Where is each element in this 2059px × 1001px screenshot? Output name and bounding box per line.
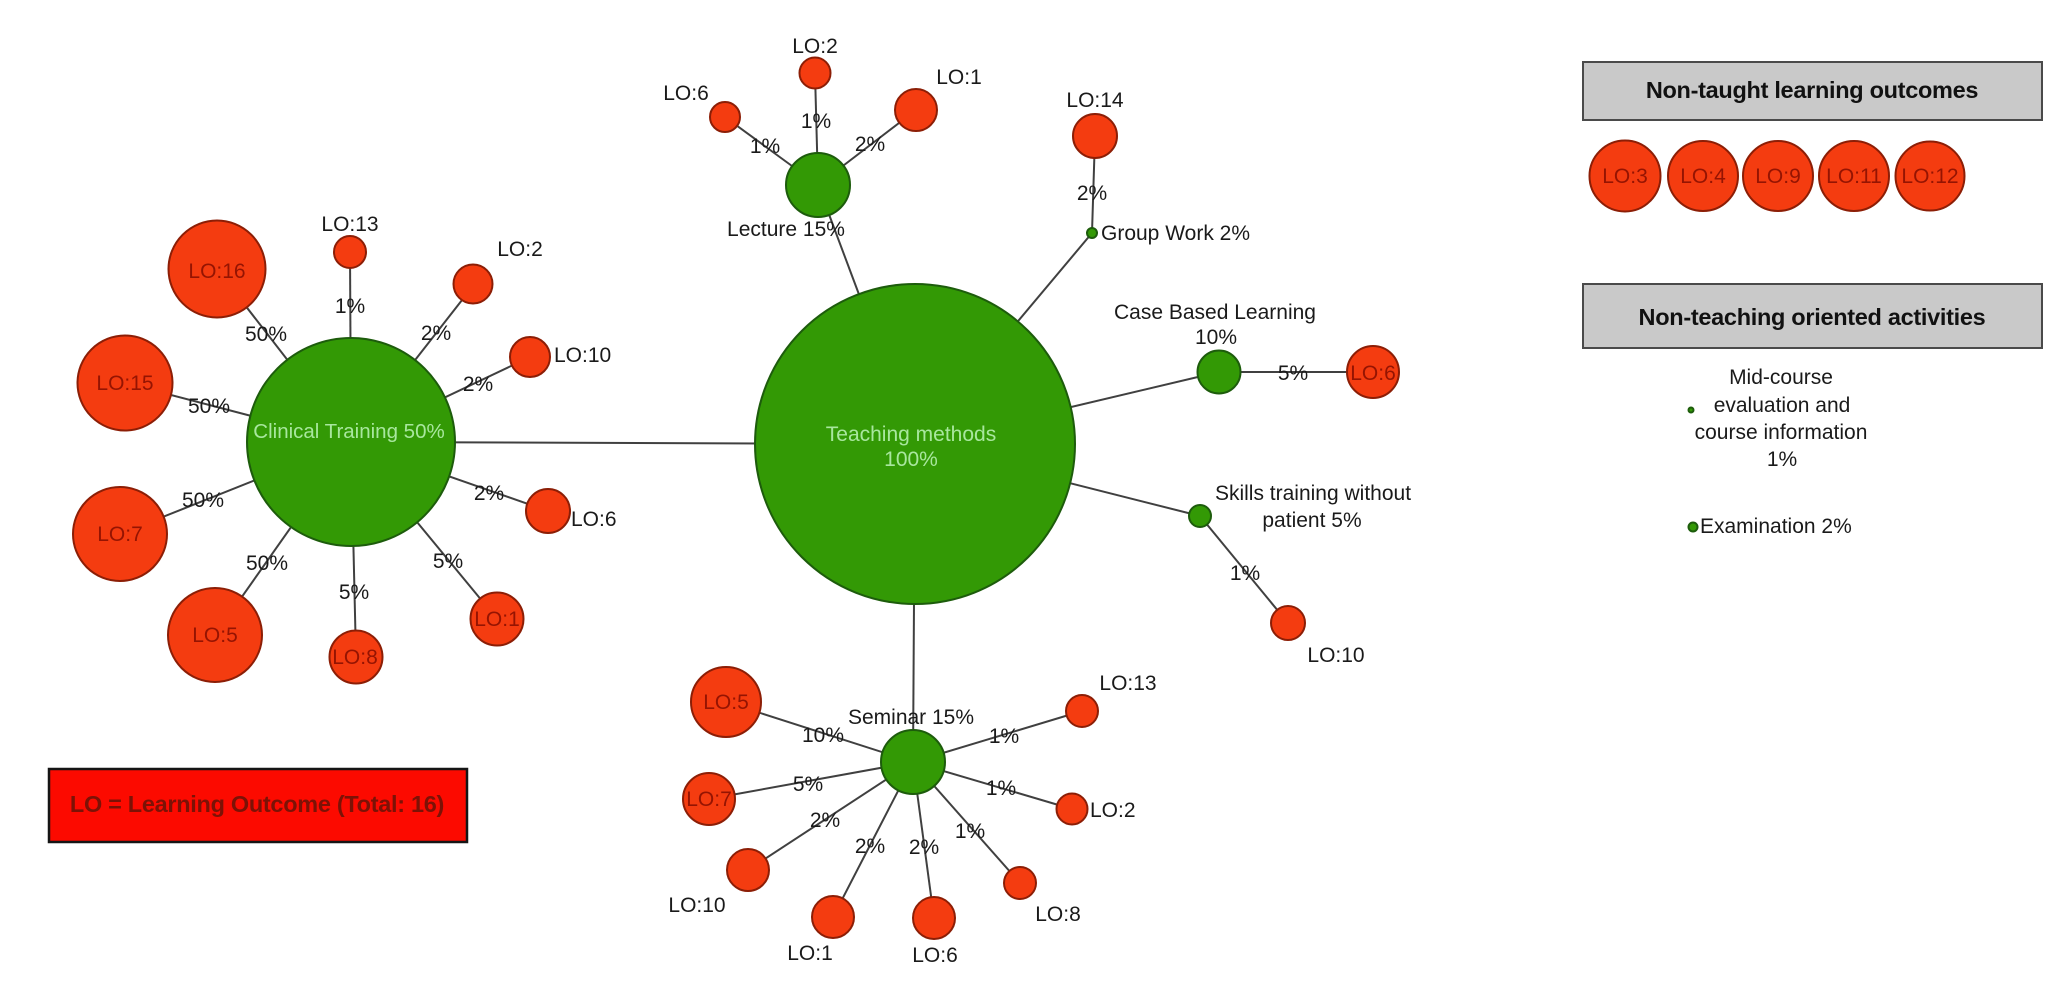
svg-text:Non-teaching oriented activiti: Non-teaching oriented activities xyxy=(1639,304,1986,330)
svg-text:LO:8: LO:8 xyxy=(332,646,378,669)
svg-text:LO:7: LO:7 xyxy=(97,523,143,546)
svg-text:LO:1: LO:1 xyxy=(787,942,833,965)
svg-text:50%: 50% xyxy=(188,395,230,418)
svg-text:1%: 1% xyxy=(986,777,1016,800)
svg-text:LO:10: LO:10 xyxy=(668,894,725,917)
svg-text:LO:6: LO:6 xyxy=(912,944,958,967)
svg-text:Group Work 2%: Group Work 2% xyxy=(1101,222,1250,245)
svg-text:1%: 1% xyxy=(801,110,831,133)
svg-text:LO:5: LO:5 xyxy=(192,624,238,647)
svg-text:LO:2: LO:2 xyxy=(1090,799,1136,822)
svg-text:LO:2: LO:2 xyxy=(497,238,543,261)
svg-text:LO:12: LO:12 xyxy=(1901,165,1958,188)
svg-text:LO:3: LO:3 xyxy=(1602,165,1648,188)
svg-text:50%: 50% xyxy=(246,552,288,575)
svg-text:5%: 5% xyxy=(433,550,463,573)
svg-text:2%: 2% xyxy=(463,373,493,396)
svg-text:LO:1: LO:1 xyxy=(474,608,520,631)
svg-text:Seminar 15%: Seminar 15% xyxy=(848,706,974,729)
svg-text:2%: 2% xyxy=(810,809,840,832)
svg-text:1%: 1% xyxy=(335,295,365,318)
svg-text:Non-taught learning outcomes: Non-taught learning outcomes xyxy=(1646,77,1979,103)
svg-text:Skills training without: Skills training without xyxy=(1215,482,1411,505)
svg-text:1%: 1% xyxy=(750,135,780,158)
svg-text:50%: 50% xyxy=(182,489,224,512)
svg-text:2%: 2% xyxy=(855,133,885,156)
svg-text:LO:9: LO:9 xyxy=(1755,165,1801,188)
svg-text:LO:15: LO:15 xyxy=(96,372,153,395)
svg-text:1%: 1% xyxy=(1230,562,1260,585)
svg-text:1%: 1% xyxy=(1767,448,1797,471)
svg-text:Examination 2%: Examination 2% xyxy=(1700,515,1852,538)
svg-text:LO:6: LO:6 xyxy=(1350,362,1396,385)
svg-text:LO:13: LO:13 xyxy=(1099,672,1156,695)
svg-text:Teaching methods: Teaching methods xyxy=(826,423,996,446)
svg-text:LO:11: LO:11 xyxy=(1826,165,1882,188)
svg-text:LO:8: LO:8 xyxy=(1035,903,1081,926)
svg-text:Clinical Training 50%: Clinical Training 50% xyxy=(253,420,444,443)
svg-text:Lecture 15%: Lecture 15% xyxy=(727,218,845,241)
svg-text:1%: 1% xyxy=(989,725,1019,748)
svg-text:LO:4: LO:4 xyxy=(1680,165,1726,188)
svg-text:LO:10: LO:10 xyxy=(554,344,611,367)
svg-text:10%: 10% xyxy=(802,724,844,747)
svg-text:patient 5%: patient 5% xyxy=(1262,509,1361,532)
svg-text:Case Based Learning: Case Based Learning xyxy=(1114,301,1316,324)
svg-text:Mid-course: Mid-course xyxy=(1729,366,1833,389)
svg-text:5%: 5% xyxy=(793,773,823,796)
svg-text:LO:13: LO:13 xyxy=(321,213,378,236)
svg-text:1%: 1% xyxy=(955,820,985,843)
svg-text:LO:5: LO:5 xyxy=(703,691,749,714)
svg-text:LO:14: LO:14 xyxy=(1066,89,1124,112)
svg-text:2%: 2% xyxy=(909,836,939,859)
svg-text:2%: 2% xyxy=(855,835,885,858)
svg-text:2%: 2% xyxy=(421,322,451,345)
svg-text:5%: 5% xyxy=(339,581,369,604)
svg-text:LO:6: LO:6 xyxy=(663,82,709,105)
svg-text:2%: 2% xyxy=(1077,182,1107,205)
svg-text:LO = Learning Outcome (Total:: LO = Learning Outcome (Total: 16) xyxy=(70,791,444,817)
svg-text:LO:6: LO:6 xyxy=(571,508,617,531)
svg-text:50%: 50% xyxy=(245,323,287,346)
svg-text:10%: 10% xyxy=(1195,326,1237,349)
svg-text:5%: 5% xyxy=(1278,362,1308,385)
svg-text:LO:16: LO:16 xyxy=(188,260,245,283)
svg-text:evaluation and: evaluation and xyxy=(1714,394,1851,417)
svg-text:LO:7: LO:7 xyxy=(686,788,732,811)
svg-text:100%: 100% xyxy=(884,448,938,471)
svg-text:2%: 2% xyxy=(474,482,504,505)
svg-text:LO:10: LO:10 xyxy=(1307,644,1364,667)
svg-text:LO:1: LO:1 xyxy=(936,66,982,89)
svg-text:LO:2: LO:2 xyxy=(792,35,838,58)
svg-text:course information: course information xyxy=(1695,421,1868,444)
